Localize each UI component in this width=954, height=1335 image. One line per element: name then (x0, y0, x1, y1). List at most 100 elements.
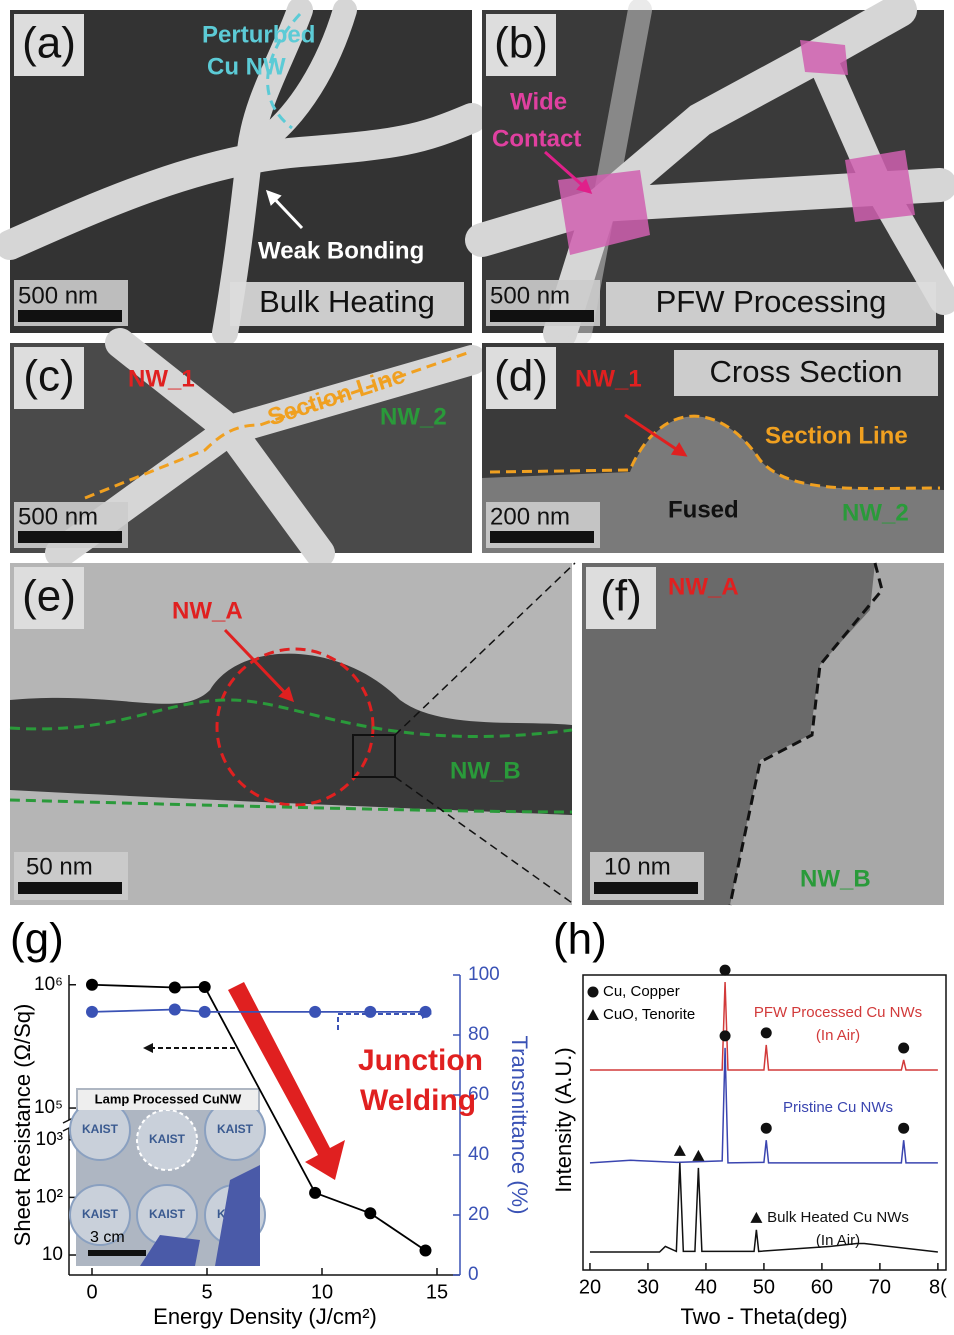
annotation: Welding (360, 1084, 476, 1117)
panel-label: (c) (23, 352, 74, 401)
logo-text: KAIST (217, 1122, 254, 1136)
caption: Bulk Heating (259, 284, 435, 319)
y2-tick-label: 20 (468, 1204, 489, 1225)
x-tick-label: 30 (637, 1276, 659, 1298)
arrow (338, 1014, 430, 1030)
panel-c: NW_1 Section Line NW_2 (c) 500 nm (10, 343, 472, 553)
scale-bar (18, 882, 122, 894)
x-tick-label: 40 (695, 1276, 717, 1298)
panel-f: NW_A NW_B (f) 10 nm (582, 563, 944, 905)
series-label: PFW Processed Cu NWs (754, 1004, 922, 1021)
y-tick-label: 10³ (36, 1129, 63, 1150)
scale-bar-label: 50 nm (26, 853, 93, 880)
panel-label: (e) (22, 572, 76, 621)
legend-label: Cu, Copper (603, 983, 680, 1000)
point (199, 1006, 211, 1018)
panel-b: Wide Contact (b) 500 nm PFW Processing (482, 10, 944, 333)
logo-text: KAIST (149, 1132, 186, 1146)
scale-bar (594, 882, 698, 894)
scale-bar-label: 500 nm (18, 282, 98, 309)
annotation: NW_A (668, 573, 739, 600)
x-tick-label: 60 (811, 1276, 833, 1298)
y2-tick-label: 40 (468, 1144, 489, 1165)
inset-title: Lamp Processed CuNW (95, 1091, 242, 1106)
series-label: Bulk Heated Cu NWs (767, 1209, 909, 1226)
panel-a: Perturbed Cu NW Weak Bonding (a) 500 nm … (10, 10, 472, 333)
inset-scale-label: 3 cm (90, 1229, 125, 1246)
annotation: NW_B (800, 865, 871, 892)
annotation: NW_1 (575, 365, 642, 392)
annotation: Perturbed (202, 21, 315, 48)
figure: Perturbed Cu NW Weak Bonding (a) 500 nm … (0, 0, 954, 1335)
logo-text: KAIST (82, 1122, 119, 1136)
panel-label: (h) (553, 915, 607, 964)
annotation: NW_2 (842, 499, 909, 526)
point (199, 981, 211, 993)
x-tick-label: 5 (201, 1281, 212, 1303)
annotation: NW_2 (380, 403, 447, 430)
x-tick-label: 10 (311, 1281, 333, 1303)
peak-marker (761, 1123, 772, 1134)
x-tick-label: 8( (929, 1276, 947, 1298)
scale-bar-label: 500 nm (490, 282, 570, 309)
annotation: Weak Bonding (258, 237, 424, 264)
x-axis-label: Two - Theta(deg) (680, 1304, 847, 1329)
y-axis-label: Sheet Resistance (Ω/Sq) (10, 1004, 35, 1247)
series-label: (In Air) (816, 1027, 860, 1044)
y-tick-label: 10 (42, 1244, 63, 1265)
peak-marker (761, 1027, 772, 1038)
panel-label: (d) (494, 352, 548, 401)
annotation: Fused (668, 496, 739, 523)
scale-bar (18, 310, 122, 322)
scale-bar-label: 500 nm (18, 503, 98, 530)
legend-marker (587, 1009, 599, 1020)
y2-tick-label: 100 (468, 964, 500, 985)
peak-marker (750, 1212, 762, 1223)
y-tick-label: 10⁶ (34, 974, 63, 995)
point (86, 979, 98, 991)
x-tick-label: 20 (579, 1276, 601, 1298)
point (86, 1006, 98, 1018)
point (420, 1006, 432, 1018)
y-tick-label: 10² (36, 1186, 63, 1207)
point (364, 1207, 376, 1219)
inset-scale-bar (88, 1250, 146, 1256)
contact-highlight (845, 150, 915, 222)
x-tick-label: 50 (753, 1276, 775, 1298)
point (309, 1187, 321, 1199)
inset: KAISTKAISTKAISTKAISTKAISTKAISTLamp Proce… (70, 1088, 265, 1266)
annotation: NW_B (450, 757, 521, 784)
x-tick-label: 0 (86, 1281, 97, 1303)
scale-bar-label: 10 nm (604, 853, 671, 880)
y2-tick-label: 0 (468, 1264, 479, 1285)
legend-marker (588, 987, 599, 998)
series-label: Pristine Cu NWs (783, 1099, 893, 1116)
logo-text: KAIST (149, 1207, 186, 1221)
panel-label: (f) (600, 572, 642, 621)
panel-label: (a) (22, 19, 76, 68)
scale-bar (490, 531, 594, 543)
legend-label: CuO, Tenorite (603, 1006, 695, 1023)
peak-marker (692, 1150, 704, 1161)
scale-bar-label: 200 nm (490, 503, 570, 530)
y2-axis-label: Transmittance (%) (507, 1036, 532, 1215)
peak-marker (720, 1030, 731, 1041)
spectrum-line (590, 1163, 938, 1252)
point (309, 1006, 321, 1018)
contact-highlight (800, 40, 848, 75)
scale-bar (490, 310, 594, 322)
logo-text: KAIST (82, 1207, 119, 1221)
y-tick-label: 10⁵ (34, 1097, 63, 1118)
caption: Cross Section (710, 354, 903, 389)
x-tick-label: 70 (869, 1276, 891, 1298)
y2-tick-label: 80 (468, 1024, 489, 1045)
point (169, 982, 181, 994)
panel-d: Cross Section NW_1 Section Line Fused NW… (482, 343, 944, 553)
series-label: (In Air) (816, 1232, 860, 1249)
annotation: Junction (358, 1044, 483, 1077)
annotation: Cu NW (207, 53, 286, 80)
peak-marker (674, 1145, 686, 1156)
peak-marker (898, 1042, 909, 1053)
caption: PFW Processing (656, 284, 887, 319)
annotation: Contact (492, 125, 581, 152)
